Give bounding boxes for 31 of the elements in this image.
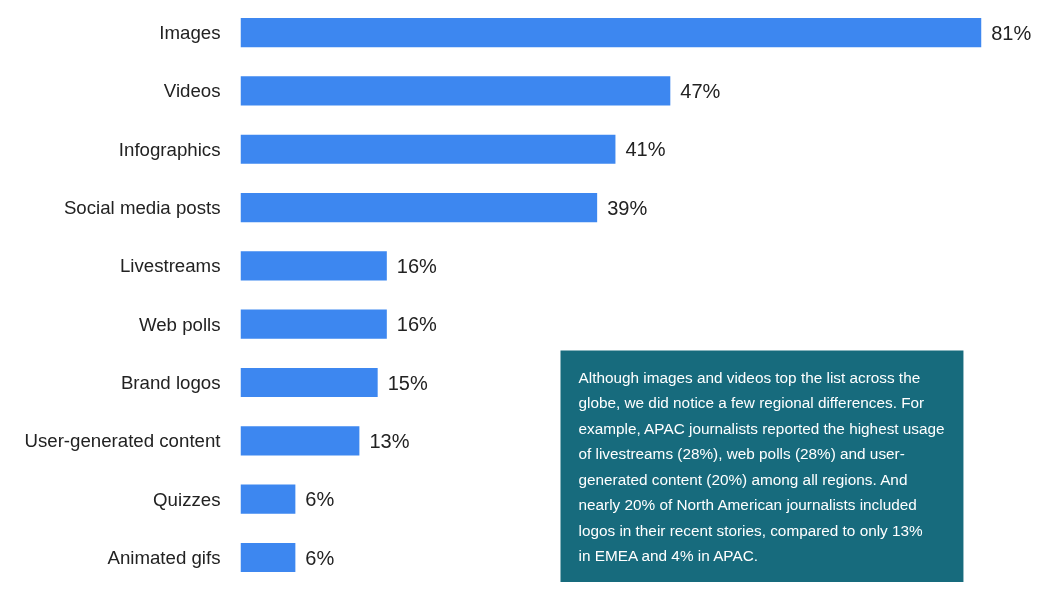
y-tick-label: Brand logos xyxy=(120,372,221,394)
y-tick-label: Web polls xyxy=(138,313,221,335)
bar xyxy=(240,542,296,573)
y-tick-label: Social media posts xyxy=(63,197,221,219)
data-label: 81% xyxy=(991,21,1032,44)
data-label: 39% xyxy=(607,196,648,219)
bar xyxy=(240,251,387,281)
data-label: 47% xyxy=(680,79,721,102)
data-label: 15% xyxy=(387,371,428,394)
bar xyxy=(240,484,296,514)
y-tick-label: Livestreams xyxy=(119,255,221,277)
y-tick-label: Images xyxy=(159,22,221,44)
bar xyxy=(240,18,982,48)
bar xyxy=(240,426,360,456)
data-label: 41% xyxy=(625,138,666,161)
annotation: Although images and videos top the list across the globe, we did notice a few regional differences. For example, APAC journalists reported the highest usage of livestreams (28%), web polls (28%) and user-generated content (20%) among all regions. And nearly 20% of North American journalists included logos in their recent stories, compared to only 13% in EMEA and 4% in APAC. xyxy=(578,368,945,564)
data-label: 6% xyxy=(305,488,335,511)
bar xyxy=(240,134,616,164)
data-label: 16% xyxy=(396,254,438,277)
bar xyxy=(240,367,378,398)
y-tick-label: Animated gifs xyxy=(107,547,221,568)
data-label: 13% xyxy=(369,429,410,452)
y-tick-label: Quizzes xyxy=(153,488,221,510)
data-label: 6% xyxy=(305,546,335,569)
y-tick-label: Infographics xyxy=(118,138,221,160)
bar xyxy=(240,76,671,106)
data-label: 16% xyxy=(396,313,438,336)
y-tick-label: User-generated content xyxy=(24,430,222,452)
bar xyxy=(240,309,387,339)
y-tick-label: Videos xyxy=(163,80,221,102)
bar xyxy=(240,192,598,223)
